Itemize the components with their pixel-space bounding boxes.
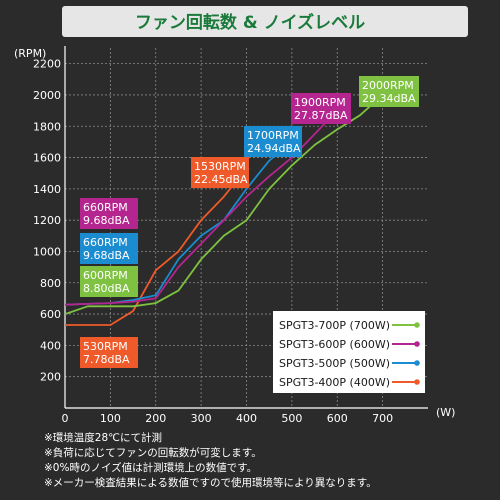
axes: 2004006008001000120014001600180020002200… xyxy=(33,46,428,425)
footnote-2: ※負荷に応じてファンの回転数が可変します。 xyxy=(44,447,262,459)
callout-box xyxy=(191,157,249,188)
y-tick-label: 2200 xyxy=(33,58,61,71)
chart-title: ファン回転数 & ノイズレベル xyxy=(135,12,365,33)
x-tick-label: 400 xyxy=(236,412,257,425)
callout-box xyxy=(80,233,138,264)
x-tick-label: 200 xyxy=(145,412,166,425)
callout-text: 660RPM xyxy=(83,236,128,249)
callout-box xyxy=(80,266,138,297)
legend-entry: SPGT3-500P (500W) xyxy=(279,357,420,370)
callout-box xyxy=(291,93,351,124)
callout-text: 530RPM xyxy=(83,340,128,353)
legend-label: SPGT3-700P (700W) xyxy=(279,319,390,332)
callout-text: 24.94dBA xyxy=(247,142,301,155)
callout-text: 22.45dBA xyxy=(194,173,248,186)
callout-text: 7.78dBA xyxy=(83,353,130,366)
legend-entry: SPGT3-400P (400W) xyxy=(279,376,420,389)
callout-text: 29.34dBA xyxy=(362,92,416,105)
callout-box xyxy=(359,76,419,107)
callout-text: 1700RPM xyxy=(247,129,299,142)
series-line xyxy=(65,167,248,326)
callout-text: 8.80dBA xyxy=(83,282,130,295)
y-tick-label: 1200 xyxy=(33,214,61,227)
legend-swatch-dot xyxy=(414,322,420,328)
y-tick-label: 2000 xyxy=(33,89,61,102)
y-tick-label: 1600 xyxy=(33,152,61,165)
legend: SPGT3-700P (700W) SPGT3-600P (600W) SPGT3-… xyxy=(273,311,425,393)
y-tick-label: 1000 xyxy=(33,245,61,258)
legend-swatch-dot xyxy=(414,341,420,347)
y-tick-label: 1800 xyxy=(33,120,61,133)
title-background xyxy=(62,6,468,37)
title-banner: ファン回転数 & ノイズレベル xyxy=(62,6,468,37)
y-tick-label: 600 xyxy=(40,308,61,321)
x-tick-label: 500 xyxy=(281,412,302,425)
series-line xyxy=(64,109,338,306)
footnote-1: ※環境温度28℃にて計測 xyxy=(44,432,162,444)
y-tick-label: 200 xyxy=(40,371,61,384)
legend-label: SPGT3-500P (500W) xyxy=(279,357,390,370)
legend-label: SPGT3-400P (400W) xyxy=(279,376,390,389)
callout-text: 27.87dBA xyxy=(294,109,348,122)
x-tick-label: 100 xyxy=(100,412,121,425)
callout-text: 9.68dBA xyxy=(83,214,130,227)
callout-box xyxy=(80,337,138,368)
x-tick-label: 0 xyxy=(62,412,69,425)
callout-box xyxy=(80,198,138,229)
series-lines xyxy=(64,92,386,326)
footnote-3: ※0%時のノイズ値は計測環境上の数値です。 xyxy=(44,462,258,474)
callout-text: 660RPM xyxy=(83,201,128,214)
x-axis-unit-label: (W) xyxy=(436,406,455,419)
footnote-4: ※メーカー検査結果による数値ですので使用環境等により異なります。 xyxy=(44,477,377,489)
y-axis-unit-label: (RPM) xyxy=(14,47,46,60)
y-tick-label: 400 xyxy=(40,339,61,352)
legend-label: SPGT3-600P (600W) xyxy=(279,338,390,351)
callout-box xyxy=(244,126,302,157)
legend-entry: SPGT3-700P (700W) xyxy=(279,319,420,332)
series-callouts: 660RPM9.68dBA660RPM9.68dBA600RPM8.80dBA5… xyxy=(80,76,419,368)
callout-text: 9.68dBA xyxy=(83,249,130,262)
x-tick-label: 600 xyxy=(327,412,348,425)
x-tick-label: 700 xyxy=(372,412,393,425)
x-tick-label: 300 xyxy=(191,412,212,425)
legend-swatch-dot xyxy=(414,360,420,366)
footnotes: ※環境温度28℃にて計測 ※負荷に応じてファンの回転数が可変します。 ※0%時の… xyxy=(44,431,377,491)
y-tick-label: 1400 xyxy=(33,183,61,196)
legend-swatch-dot xyxy=(414,379,420,385)
callout-text: 2000RPM xyxy=(362,79,414,92)
legend-entry: SPGT3-600P (600W) xyxy=(279,338,420,351)
callout-text: 1900RPM xyxy=(294,96,346,109)
y-tick-label: 800 xyxy=(40,277,61,290)
series-line xyxy=(64,94,384,315)
callout-text: 1530RPM xyxy=(194,160,246,173)
callout-text: 600RPM xyxy=(83,269,128,282)
